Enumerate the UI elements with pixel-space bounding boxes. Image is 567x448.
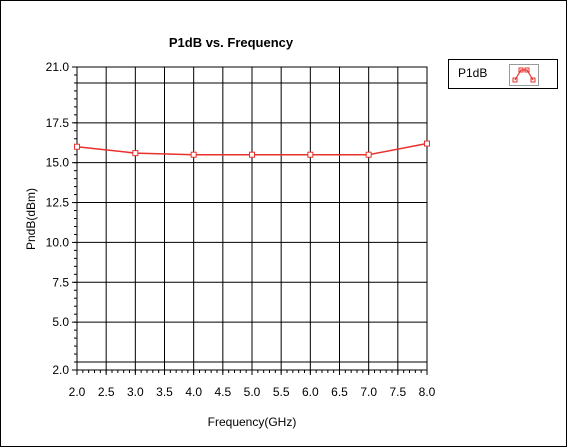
x-tick-label: 5.0 (244, 385, 261, 399)
x-tick-label: 6.0 (302, 385, 319, 399)
y-tick-label: 17.5 (46, 116, 70, 130)
x-tick-label: 7.5 (389, 385, 406, 399)
y-axis-label: PndB(dBm) (24, 188, 38, 250)
y-tick-label: 12.5 (46, 196, 70, 210)
x-tick-label: 4.0 (185, 385, 202, 399)
x-tick-label: 2.0 (69, 385, 86, 399)
legend: P1dB (448, 59, 558, 89)
x-tick-label: 6.5 (331, 385, 348, 399)
x-tick-label: 3.5 (156, 385, 173, 399)
x-tick-label: 3.0 (127, 385, 144, 399)
data-point (424, 140, 430, 147)
x-tick-label: 7.0 (360, 385, 377, 399)
series-layer (74, 140, 430, 158)
data-point (132, 150, 139, 157)
data-point (74, 143, 80, 150)
y-tick-label: 21.0 (46, 60, 70, 74)
y-tick-label: 2.0 (52, 363, 69, 377)
data-point (307, 151, 314, 158)
chart-title: P1dB vs. Frequency (169, 35, 294, 50)
axis-ticks: 2.0 2.5 3.0 3.5 4.0 4.5 5.0 5.5 6.0 6.5 7.0 7.5 8.0 2… (46, 60, 436, 399)
y-tick-label: 10.0 (46, 235, 70, 249)
data-point (365, 151, 372, 158)
legend-swatch (509, 64, 539, 86)
x-tick-label: 5.5 (273, 385, 290, 399)
data-point (249, 151, 255, 158)
x-tick-label: 8.0 (419, 385, 436, 399)
x-axis-label: Frequency(GHz) (208, 415, 297, 429)
legend-label: P1dB (458, 66, 488, 80)
y-tick-label: 5.0 (52, 315, 69, 329)
data-point (190, 151, 197, 158)
y-tick-label: 15.0 (46, 156, 70, 170)
y-tick-label: 7.5 (52, 275, 69, 289)
legend-line-icon (512, 67, 536, 83)
grid (76, 66, 428, 371)
x-tick-label: 4.5 (214, 385, 231, 399)
x-tick-label: 2.5 (98, 385, 115, 399)
